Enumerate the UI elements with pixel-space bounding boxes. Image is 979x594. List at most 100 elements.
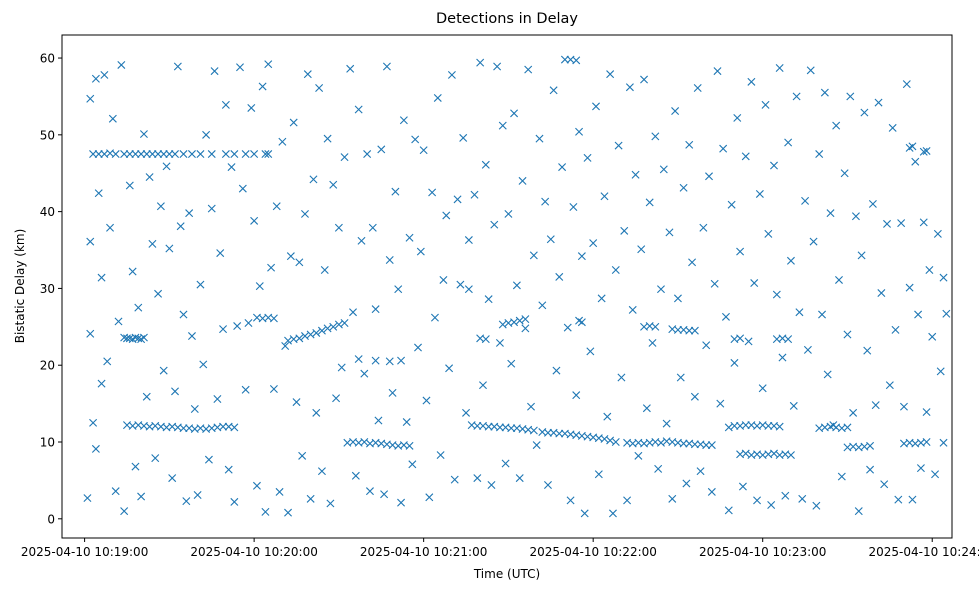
data-point <box>179 424 188 433</box>
data-point <box>919 147 928 156</box>
data-point <box>148 239 157 248</box>
data-point <box>360 369 369 378</box>
data-point <box>611 266 620 274</box>
data-point <box>541 197 550 206</box>
data-point <box>354 105 363 114</box>
data-point <box>501 459 510 468</box>
data-point <box>351 471 360 480</box>
data-point <box>125 181 134 190</box>
data-point <box>543 481 552 490</box>
data-point <box>459 133 468 142</box>
data-point <box>908 142 917 151</box>
data-point <box>789 401 798 410</box>
data-point <box>648 338 657 347</box>
y-axis-label: Bistatic Delay (km) <box>13 229 27 344</box>
data-point <box>171 150 180 159</box>
data-point <box>159 366 168 375</box>
data-point <box>685 326 694 335</box>
data-point <box>899 402 908 411</box>
data-point <box>495 423 504 432</box>
data-point <box>702 341 711 350</box>
data-point <box>117 60 126 69</box>
data-point <box>730 358 739 367</box>
data-point <box>450 475 459 484</box>
x-tick-label: 2025-04-10 10:20:00 <box>190 545 317 559</box>
data-point <box>510 109 519 118</box>
data-point <box>478 381 487 390</box>
x-tick-label: 2025-04-10 10:23:00 <box>699 545 826 559</box>
data-point <box>826 209 835 218</box>
data-point <box>300 209 309 218</box>
data-point <box>758 384 767 393</box>
data-point <box>702 441 711 450</box>
data-point <box>755 189 764 198</box>
data-point <box>380 490 389 499</box>
data-point <box>784 138 793 147</box>
y-axis-ticks: 0 10 20 30 40 50 60 <box>40 52 62 526</box>
data-point <box>645 198 654 207</box>
data-point <box>111 487 120 496</box>
data-point <box>575 127 584 136</box>
data-point <box>673 294 682 303</box>
data-point <box>453 195 462 204</box>
data-point <box>631 170 640 179</box>
data-point <box>236 63 244 72</box>
data-point <box>317 326 326 335</box>
data-point <box>888 123 897 132</box>
data-point <box>306 494 315 503</box>
data-point <box>504 209 513 218</box>
data-point <box>654 464 663 473</box>
data-point <box>577 318 586 327</box>
data-point <box>640 75 649 84</box>
data-point <box>329 322 338 331</box>
plot-frame <box>61 34 953 539</box>
data-point <box>399 116 408 125</box>
data-point <box>196 150 205 159</box>
data-point <box>103 357 112 366</box>
data-point <box>651 322 660 331</box>
data-point <box>433 93 442 102</box>
data-point <box>436 451 445 460</box>
data-point <box>866 441 875 450</box>
data-point <box>382 62 391 71</box>
data-point <box>727 200 736 209</box>
data-point <box>815 150 824 159</box>
data-point <box>298 451 307 460</box>
data-point <box>481 160 490 169</box>
data-point <box>247 103 256 112</box>
data-point <box>798 494 807 503</box>
data-point <box>106 223 115 232</box>
data-point <box>374 416 383 425</box>
data-point <box>772 290 781 299</box>
data-point <box>97 273 106 282</box>
data-point <box>905 283 914 292</box>
data-point <box>933 229 942 238</box>
data-point <box>778 353 787 362</box>
data-point <box>346 64 355 73</box>
data-point <box>874 98 883 107</box>
data-point <box>269 314 278 323</box>
data-point <box>507 359 516 368</box>
data-point <box>846 92 855 101</box>
data-point <box>823 370 832 379</box>
data-point <box>840 169 849 178</box>
data-point <box>219 422 228 431</box>
data-point <box>532 441 541 450</box>
data-point <box>408 460 417 469</box>
data-point <box>818 310 827 319</box>
data-point <box>792 92 801 101</box>
data-point <box>272 202 281 211</box>
data-point <box>176 222 185 231</box>
data-point <box>696 467 705 476</box>
data-point <box>806 66 815 75</box>
data-point <box>120 507 129 516</box>
data-point <box>625 83 634 92</box>
data-point <box>159 150 168 159</box>
data-point <box>264 150 273 159</box>
data-point <box>942 309 951 318</box>
data-point <box>405 441 414 450</box>
data-point <box>416 247 425 256</box>
data-point <box>623 496 632 505</box>
y-tick-label: 60 <box>40 52 55 66</box>
data-point <box>671 107 680 116</box>
